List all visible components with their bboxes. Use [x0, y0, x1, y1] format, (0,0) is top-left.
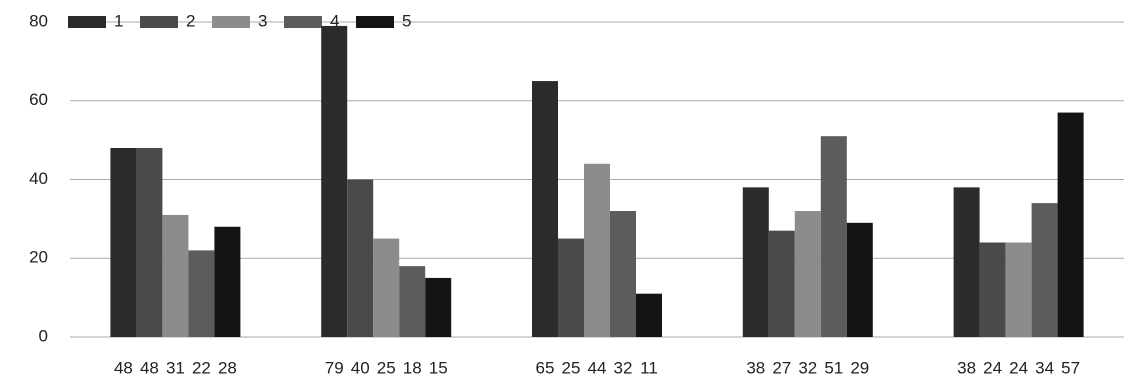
bar: [979, 242, 1006, 337]
value-label: 24: [1009, 358, 1028, 377]
legend-label: 5: [402, 11, 411, 30]
bar: [162, 214, 189, 337]
bar: [136, 148, 163, 337]
value-label: 48: [140, 358, 159, 377]
value-label: 79: [325, 358, 344, 377]
value-label: 34: [1035, 358, 1054, 377]
bar: [1031, 203, 1058, 337]
value-label: 24: [983, 358, 1002, 377]
bar: [110, 148, 137, 337]
bar: [953, 187, 980, 337]
legend-label: 3: [258, 11, 267, 30]
bar: [1005, 242, 1032, 337]
bar: [820, 136, 847, 337]
value-label: 27: [772, 358, 791, 377]
legend-label: 2: [186, 11, 195, 30]
value-label: 25: [562, 358, 581, 377]
value-label: 65: [536, 358, 555, 377]
legend-swatch: [356, 16, 394, 28]
bar: [425, 277, 452, 337]
value-label: 22: [192, 358, 211, 377]
value-label: 18: [403, 358, 422, 377]
value-label: 28: [218, 358, 237, 377]
y-tick-label: 40: [29, 169, 48, 188]
legend-label: 4: [330, 11, 339, 30]
y-tick-label: 60: [29, 90, 48, 109]
bar: [321, 25, 348, 337]
value-label: 32: [798, 358, 817, 377]
value-label: 57: [1061, 358, 1080, 377]
bar: [532, 81, 558, 337]
bar: [846, 222, 873, 337]
value-label: 32: [614, 358, 633, 377]
bar: [558, 238, 584, 337]
bar: [768, 230, 795, 337]
bar: [584, 163, 610, 337]
value-label: 15: [429, 358, 448, 377]
value-label: 31: [166, 358, 185, 377]
bar: [214, 226, 241, 337]
bar: [1057, 112, 1084, 337]
legend-swatch: [68, 16, 106, 28]
value-label: 40: [351, 358, 370, 377]
bar: [373, 238, 400, 337]
value-label: 38: [746, 358, 765, 377]
legend-swatch: [284, 16, 322, 28]
bar: [347, 179, 374, 337]
bar: [742, 187, 769, 337]
value-label: 25: [377, 358, 396, 377]
legend-swatch: [140, 16, 178, 28]
bar: [188, 250, 215, 337]
bar: [636, 293, 662, 337]
bar: [610, 211, 636, 337]
y-tick-label: 20: [29, 248, 48, 267]
bar: [399, 266, 426, 337]
value-label: 51: [824, 358, 843, 377]
legend-label: 1: [114, 11, 123, 30]
value-label: 48: [114, 358, 133, 377]
value-label: 11: [640, 358, 658, 377]
bar: [794, 211, 821, 337]
y-tick-label: 0: [39, 326, 48, 345]
legend-swatch: [212, 16, 250, 28]
value-label: 38: [957, 358, 976, 377]
value-label: 44: [588, 358, 607, 377]
y-tick-label: 80: [29, 11, 48, 30]
value-label: 29: [850, 358, 869, 377]
